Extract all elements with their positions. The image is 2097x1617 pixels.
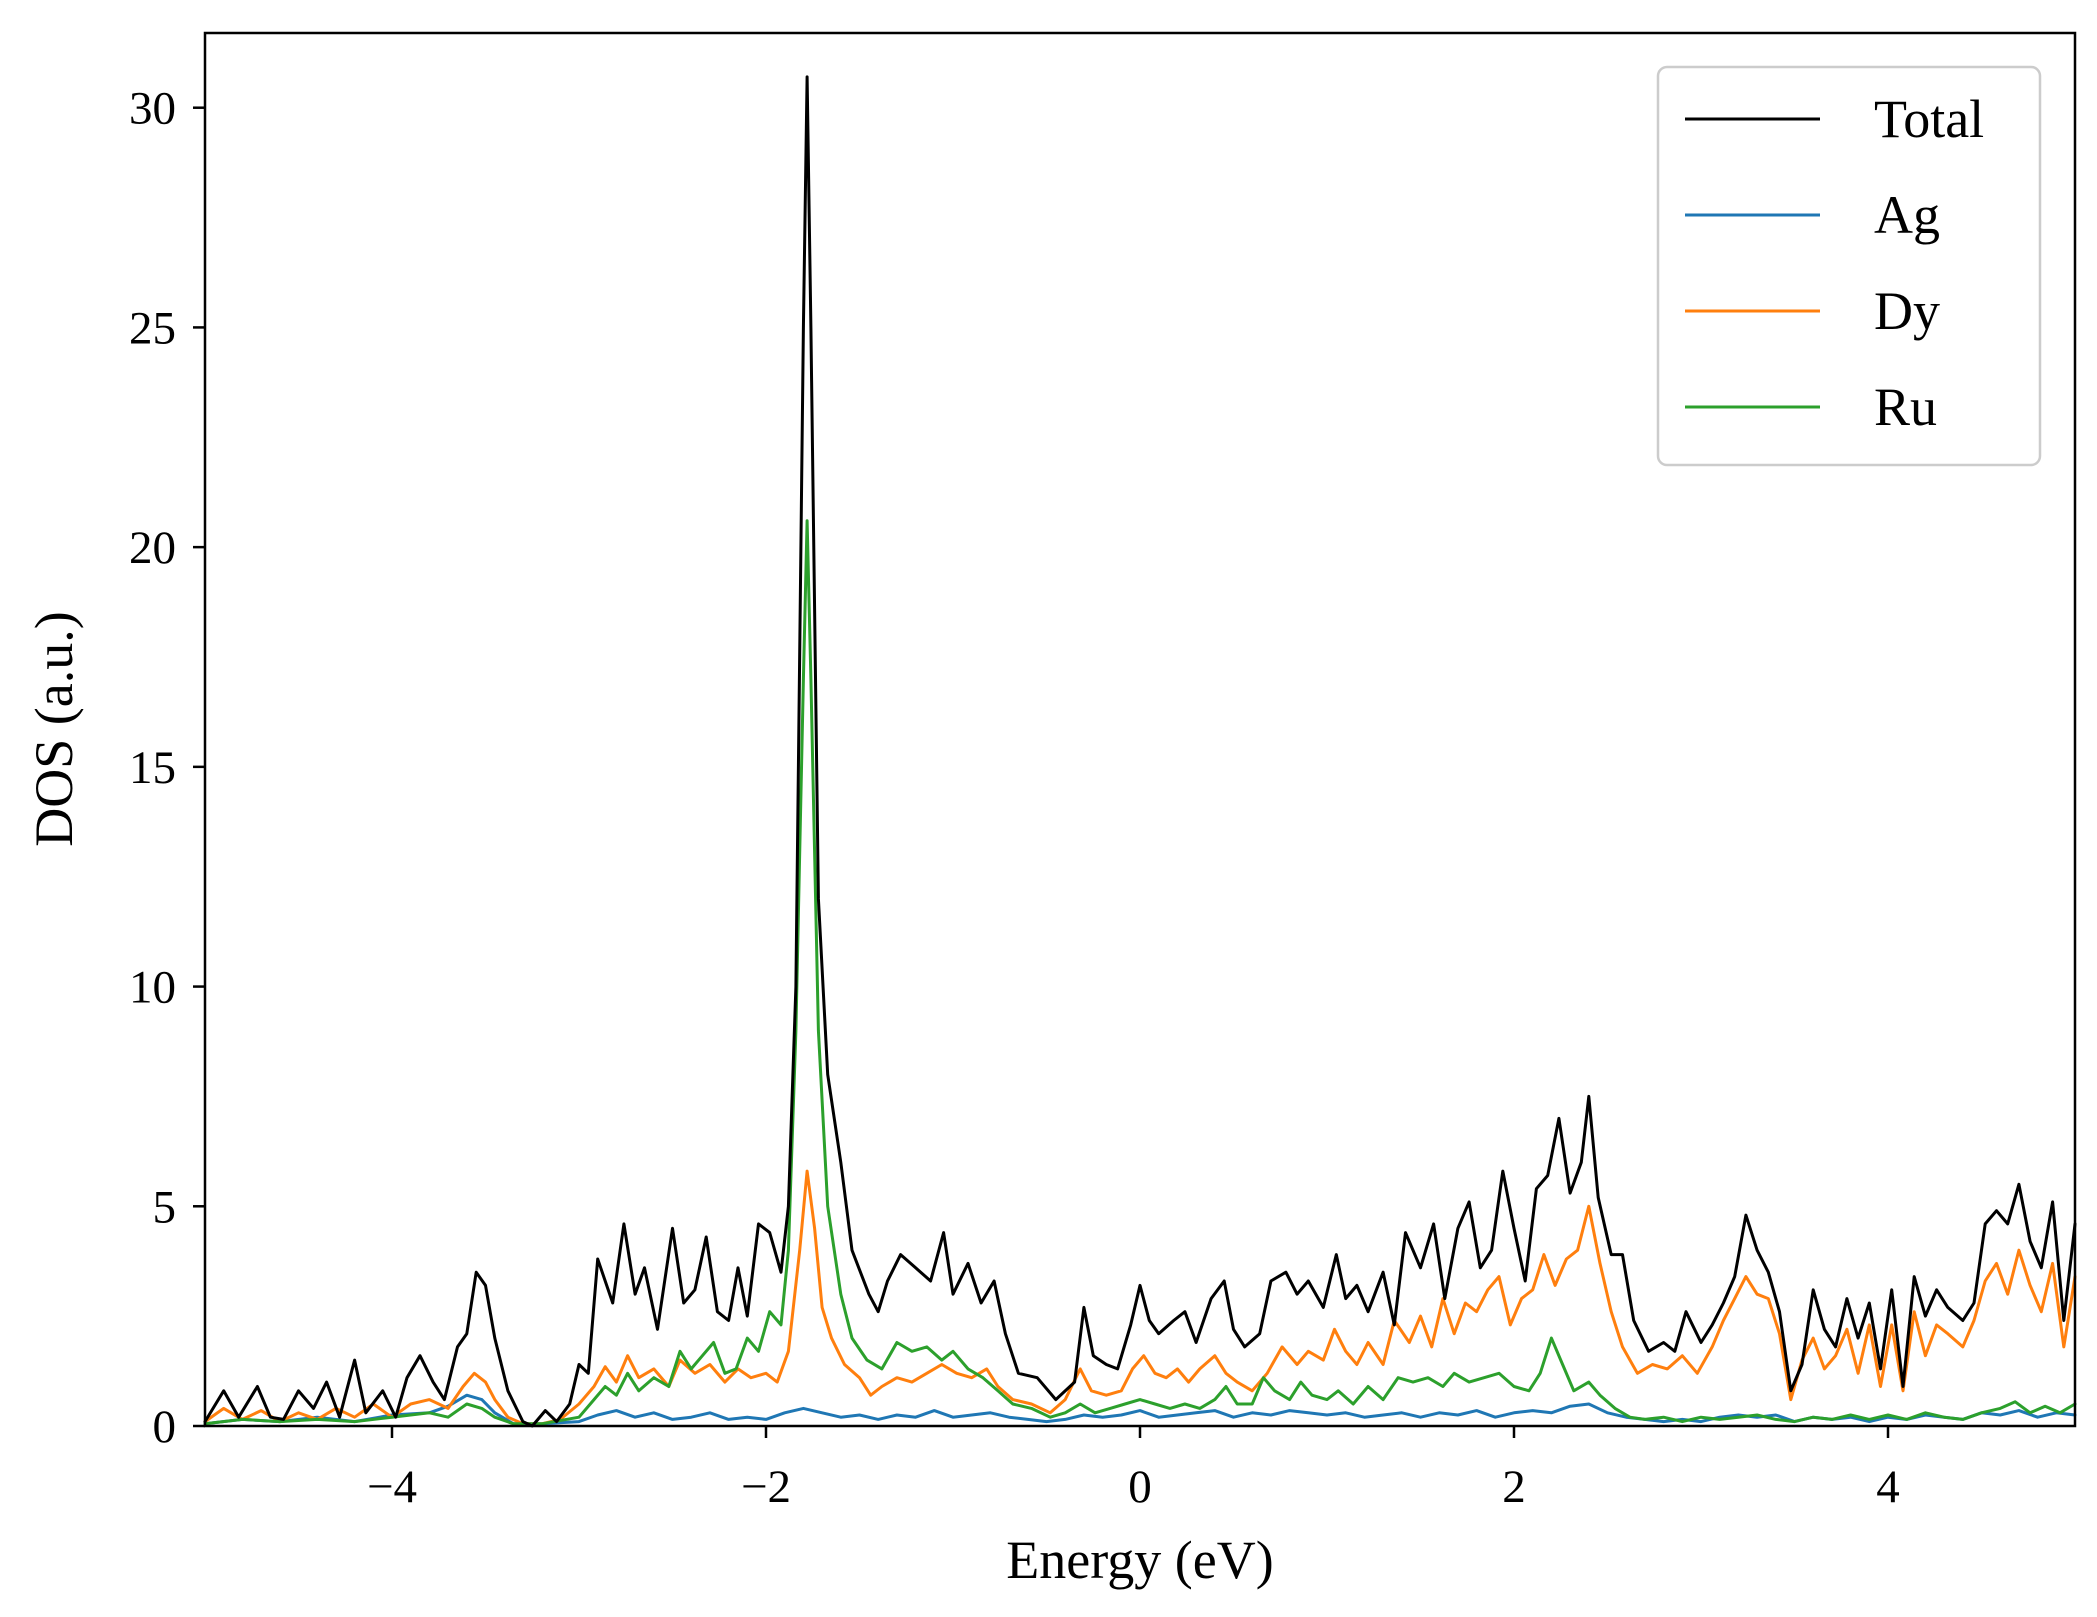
- legend-label-ru: Ru: [1874, 377, 1937, 437]
- legend-entries: Total Ag Dy Ru: [1685, 89, 1984, 437]
- y-tick-label: 5: [153, 1181, 177, 1233]
- x-tick-label: 2: [1502, 1461, 1526, 1513]
- y-tick-label: 10: [129, 962, 176, 1014]
- series-line-total: [203, 75, 2077, 1428]
- x-tick-label: 0: [1128, 1461, 1152, 1513]
- y-tick-label: 0: [153, 1401, 177, 1453]
- legend: Total Ag Dy Ru: [1656, 65, 2042, 467]
- x-tick-label: −2: [741, 1461, 791, 1513]
- x-tick-label: 4: [1876, 1461, 1900, 1513]
- legend-label-dy: Dy: [1874, 281, 1940, 341]
- y-tick-label: 20: [129, 522, 176, 574]
- y-axis-ticks: 0 5 10 15 20 25 30: [129, 83, 205, 1453]
- x-tick-label: −4: [367, 1461, 417, 1513]
- legend-label-total: Total: [1874, 89, 1984, 149]
- y-tick-label: 25: [129, 302, 176, 354]
- x-axis-ticks: −4 −2 0 2 4: [367, 1426, 1900, 1513]
- y-tick-label: 15: [129, 742, 176, 794]
- y-axis-label: DOS (a.u.): [24, 611, 84, 846]
- x-axis-label: Energy (eV): [1006, 1530, 1273, 1590]
- legend-label-ag: Ag: [1874, 185, 1940, 245]
- series-line-ru: [203, 519, 2077, 1426]
- series-layer: [203, 75, 2077, 1428]
- series-line-ag: [203, 1393, 2077, 1426]
- y-tick-label: 30: [129, 83, 176, 135]
- legend-box: [1656, 65, 2042, 467]
